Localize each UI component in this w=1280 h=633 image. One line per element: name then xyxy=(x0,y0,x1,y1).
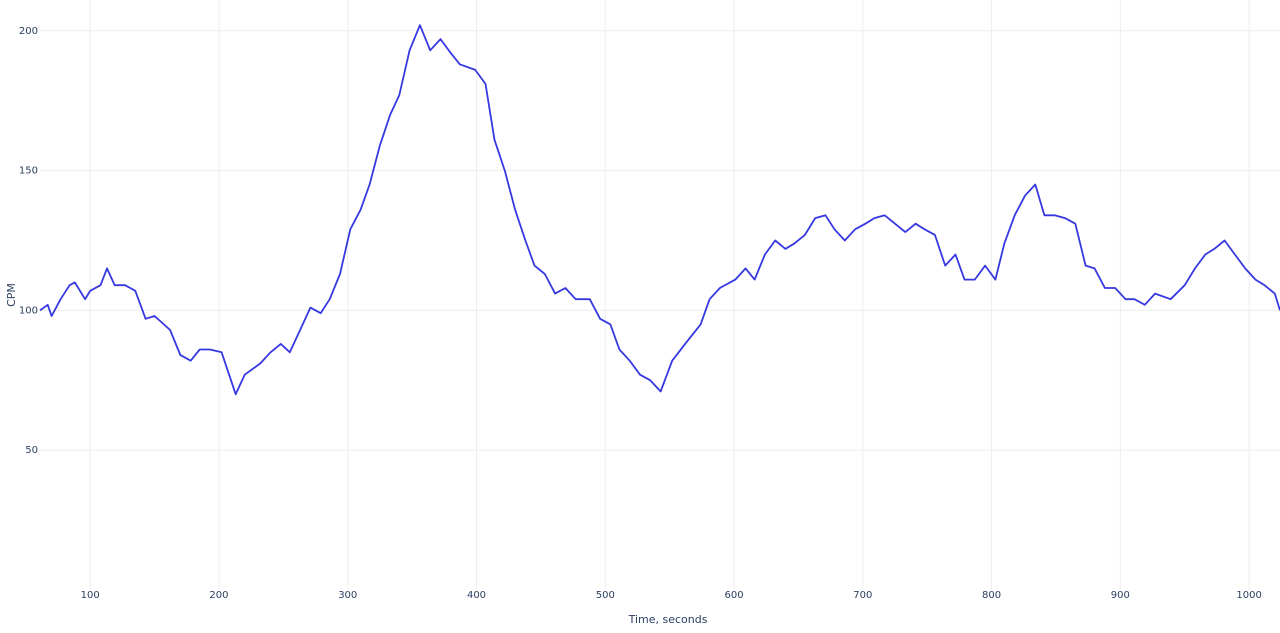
x-tick-label: 300 xyxy=(338,590,357,601)
y-tick-label: 50 xyxy=(25,445,38,456)
y-tick-label: 100 xyxy=(19,305,38,316)
x-tick-label: 700 xyxy=(853,590,872,601)
x-tick-label: 200 xyxy=(209,590,228,601)
y-tick-label: 200 xyxy=(19,26,38,37)
y-tick-label: 150 xyxy=(19,166,38,177)
x-tick-label: 900 xyxy=(1111,590,1130,601)
data-line xyxy=(39,24,1280,396)
x-tick-label: 600 xyxy=(724,590,743,601)
x-tick-label: 800 xyxy=(982,590,1001,601)
x-axis-title: Time, seconds xyxy=(628,613,708,626)
x-tick-label: 100 xyxy=(81,590,100,601)
x-tick-label: 500 xyxy=(596,590,615,601)
y-axis-title: CPM xyxy=(5,283,18,307)
x-tick-label: 400 xyxy=(467,590,486,601)
x-tick-label: 1000 xyxy=(1236,590,1261,601)
